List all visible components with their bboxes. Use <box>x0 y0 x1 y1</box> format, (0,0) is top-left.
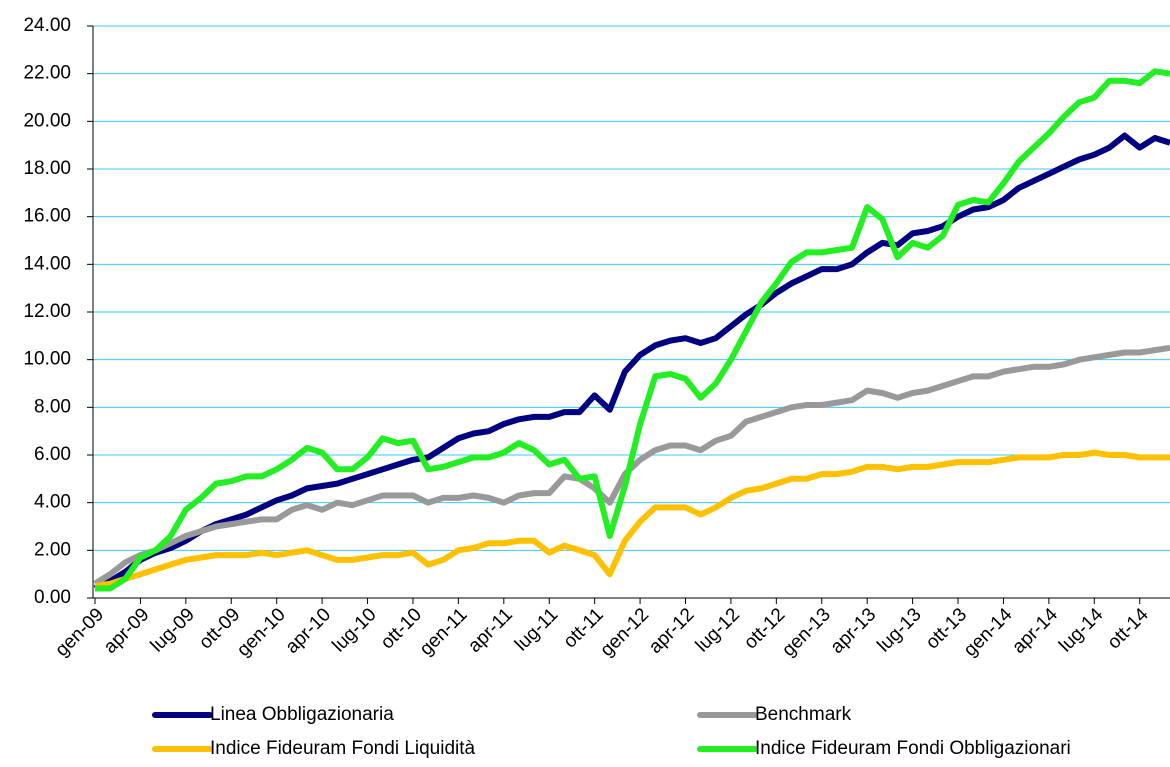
x-tick-label: apr-11 <box>464 604 517 657</box>
x-tick-label: lug-10 <box>328 604 380 656</box>
y-tick-label: 12.00 <box>23 301 71 322</box>
x-tick-label: apr-14 <box>1008 604 1062 658</box>
series-line <box>93 132 1170 592</box>
x-tick-label: apr-13 <box>827 604 881 658</box>
y-tick-label: 18.00 <box>23 158 71 179</box>
x-tick-label: apr-10 <box>282 604 336 658</box>
x-tick-label: lug-09 <box>147 604 199 656</box>
y-tick-label: 2.00 <box>34 539 71 560</box>
x-tick-label: lug-12 <box>692 604 744 656</box>
y-tick-label: 4.00 <box>34 492 71 513</box>
x-tick-label: ott-14 <box>1104 604 1154 654</box>
legend-label: Indice Fideuram Fondi Liquidità <box>210 738 476 759</box>
y-tick-label: 22.00 <box>23 63 71 84</box>
x-tick-label: gen-10 <box>233 604 290 661</box>
x-tick-label: gen-13 <box>778 604 835 661</box>
x-tick-label: gen-14 <box>960 604 1017 661</box>
x-tick-label: lug-14 <box>1055 604 1108 657</box>
x-tick-label: gen-09 <box>51 604 108 661</box>
series-line <box>94 449 1170 590</box>
y-tick-label: 10.00 <box>23 349 71 370</box>
y-tick-label: 16.00 <box>23 206 71 227</box>
x-tick-label: apr-12 <box>645 604 699 658</box>
legend-label: Linea Obbligazionaria <box>210 704 394 725</box>
x-tick-label: lug-11 <box>511 604 562 655</box>
y-tick-label: 14.00 <box>23 253 71 274</box>
y-tick-label: 20.00 <box>23 110 71 131</box>
x-tick-label: gen-11 <box>416 604 472 660</box>
y-tick-label: 8.00 <box>34 396 71 417</box>
series-line <box>95 68 1170 592</box>
legend-label: Benchmark <box>755 704 852 725</box>
x-tick-label: gen-12 <box>596 604 653 661</box>
x-tick-label: lug-13 <box>873 604 925 656</box>
x-tick-label: apr-09 <box>100 604 154 658</box>
y-tick-label: 24.00 <box>23 15 71 36</box>
legend-label: Indice Fideuram Fondi Obbligazionari <box>755 738 1071 759</box>
y-tick-label: 0.00 <box>34 587 71 608</box>
y-tick-label: 6.00 <box>34 444 71 465</box>
